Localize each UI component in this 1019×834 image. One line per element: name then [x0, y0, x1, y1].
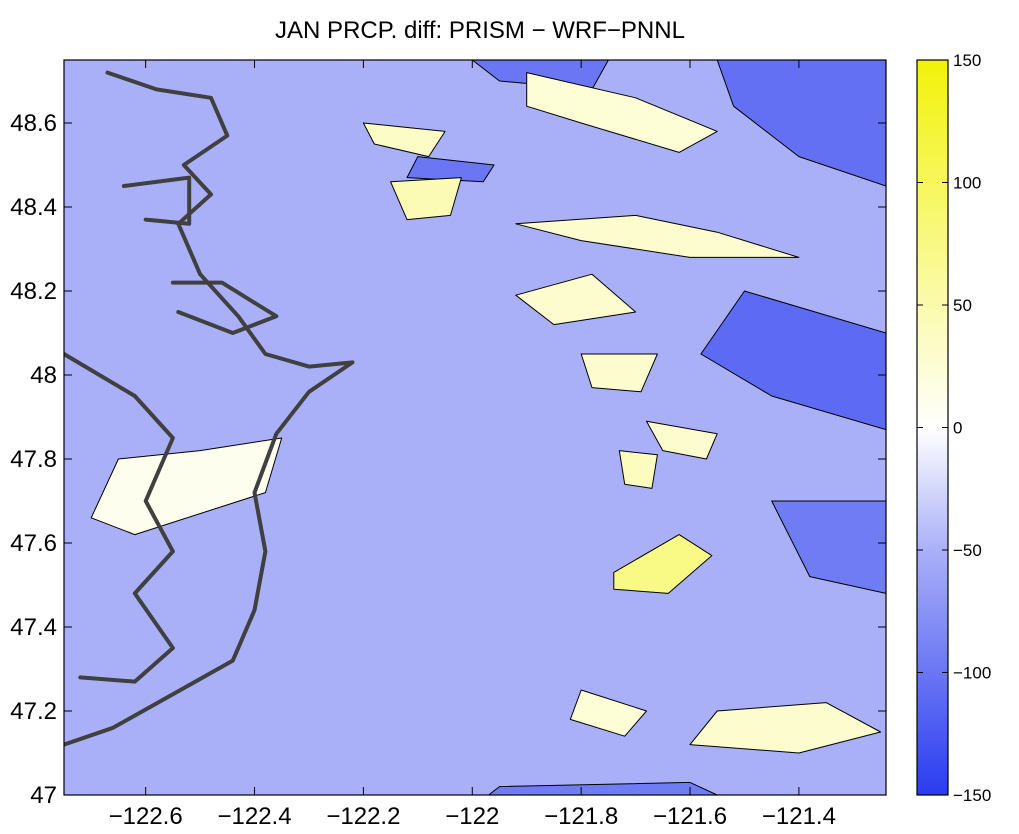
colorbar-tick-label: −50	[953, 541, 982, 560]
x-axis: −122.6 −122.4 −122.2 −122 −121.8 −121.6 −121.4	[109, 60, 836, 830]
contour-region	[569, 689, 647, 737]
contour-region	[716, 60, 886, 187]
y-tick-label: 48.2	[10, 278, 57, 305]
contour-region	[646, 420, 718, 460]
contour-region	[700, 290, 886, 431]
y-tick-label: 47	[30, 782, 57, 809]
colorbar-tick-label: −100	[953, 664, 991, 683]
x-tick-label: −122	[445, 803, 499, 829]
contour-region	[515, 214, 800, 258]
contour-region	[90, 437, 283, 536]
colorbar-tick-label: 0	[953, 419, 962, 438]
coastline	[64, 352, 175, 684]
coastline	[64, 70, 355, 747]
contour-region	[515, 273, 637, 326]
contour-region	[390, 177, 462, 221]
contour-region	[488, 781, 718, 795]
x-tick-label: −122.2	[326, 803, 400, 829]
coastline	[170, 280, 279, 335]
chart-title: JAN PRCP. diff: PRISM − WRF−PNNL	[275, 17, 685, 44]
contour-region	[362, 122, 446, 158]
y-tick-label: 47.4	[10, 614, 57, 641]
colorbar-tick-label: 150	[953, 51, 981, 70]
contour-region	[689, 702, 882, 754]
y-axis: 47 47.2 47.4 47.6 47.8 48 48.2 48.4 48.6	[10, 110, 886, 809]
y-tick-label: 47.2	[10, 698, 57, 725]
coastline-layer	[64, 70, 355, 747]
colorbar: 150 100 50 0 −50 −100 −150	[916, 51, 991, 805]
x-tick-label: −121.6	[653, 803, 727, 829]
contour-region	[580, 353, 658, 393]
y-tick-label: 47.8	[10, 446, 57, 473]
colorbar-tick-label: −150	[953, 786, 991, 805]
x-tick-label: −121.4	[762, 803, 836, 829]
colorbar-tick-label: 100	[953, 174, 981, 193]
colorbar-ticks: 150 100 50 0 −50 −100 −150	[917, 51, 991, 805]
plot-area	[64, 60, 886, 795]
x-tick-label: −122.4	[217, 803, 291, 829]
coastline	[121, 175, 192, 226]
contour-region	[526, 72, 718, 153]
x-tick-label: −121.8	[544, 803, 618, 829]
contour-region	[618, 450, 658, 489]
contour-region	[613, 534, 713, 594]
contour-regions	[64, 60, 886, 795]
plot-frame	[63, 59, 887, 796]
colorbar-tick-label: 50	[953, 296, 972, 315]
contour-region	[771, 500, 886, 594]
y-tick-label: 47.6	[10, 530, 57, 557]
y-tick-label: 48.6	[10, 110, 57, 137]
x-tick-label: −122.6	[109, 803, 183, 829]
contour-region	[406, 156, 495, 183]
y-tick-label: 48.4	[10, 194, 57, 221]
y-tick-label: 48	[30, 362, 57, 389]
